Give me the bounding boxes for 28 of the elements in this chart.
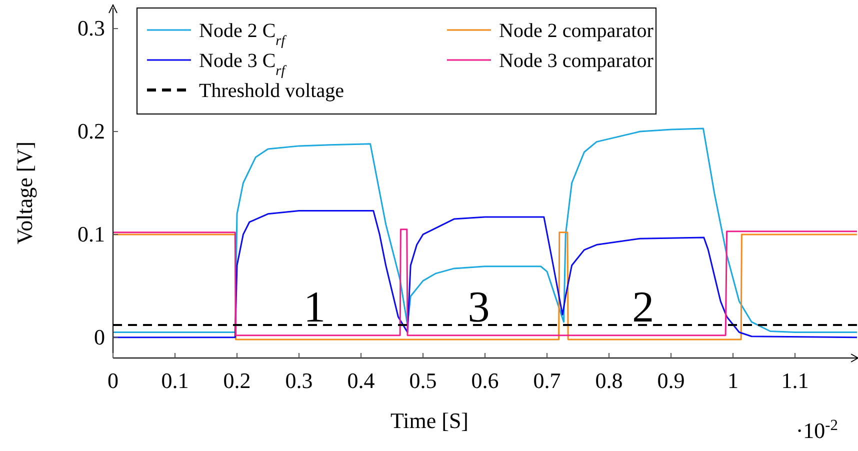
y-tick-label: 0.2 — [78, 118, 105, 144]
line-series — [113, 128, 858, 334]
x-tick-label: 0.1 — [161, 368, 189, 393]
x-tick-label: 0.7 — [533, 368, 561, 393]
annotation: 2 — [632, 282, 654, 332]
legend-label: Threshold voltage — [199, 80, 344, 102]
x-tick-label: 0.2 — [223, 368, 251, 393]
legend-label: Node 3 comparator — [499, 50, 654, 72]
y-axis-title: Voltage [V] — [12, 142, 37, 244]
x-tick-label: 1 — [728, 368, 738, 393]
text: ·10$^{-2}$ — [796, 416, 838, 443]
x-tick-label: 0.8 — [595, 368, 623, 393]
legend-label: Node 2 C$_{rf}$ — [199, 20, 288, 48]
legend-label: Node 3 C$_{rf}$ — [199, 50, 288, 78]
y-tick-label: 0.1 — [78, 221, 105, 246]
x-tick-label: 0.4 — [347, 368, 375, 393]
y-tick-label: 0.3 — [78, 16, 105, 41]
x-tick-label: 0.3 — [285, 368, 313, 393]
annotation: 3 — [468, 282, 490, 332]
y-tick-label: 0 — [94, 324, 105, 350]
legend-label: Node 2 comparator — [499, 20, 654, 42]
x-tick-label: 0.5 — [409, 368, 437, 393]
line-series — [113, 210, 858, 338]
x-tick-label: 0.6 — [471, 368, 499, 393]
x-tick-label: 0.9 — [657, 368, 685, 393]
x-axis-title: Time [S] — [390, 408, 469, 433]
x-tick-label: 1.1 — [781, 368, 809, 393]
annotation: 1 — [304, 282, 326, 332]
